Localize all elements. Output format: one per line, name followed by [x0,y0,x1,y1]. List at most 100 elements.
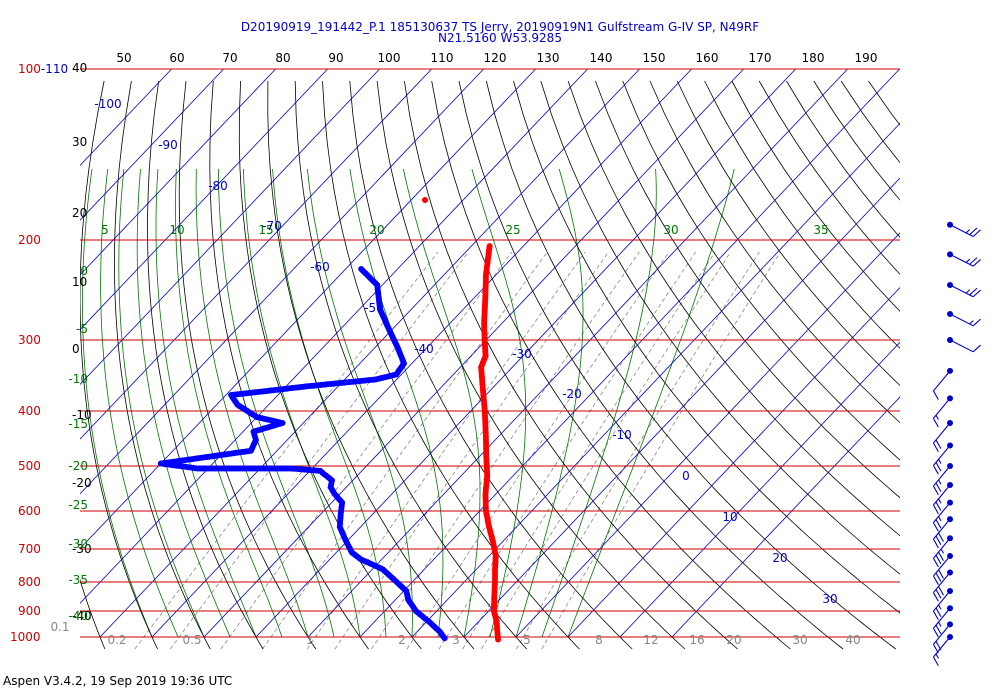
wind-barb-flag [932,390,939,400]
moist-adiabat-label-top: 5 [101,223,109,237]
isotherm-line [515,232,900,638]
isotherm-label: 0 [682,469,690,483]
wind-barb-flag [935,589,942,599]
wind-barb-flag [932,592,939,602]
mixing-ratio-line [406,251,670,650]
wind-barb-staff [933,518,951,540]
dry-adiabat-line [704,80,900,349]
moist-adiabat-label-left: -25 [68,498,88,512]
isotherm-line [99,68,640,638]
mixing-ratio-label: 30 [792,633,807,647]
moist-adiabat-line [567,168,735,638]
temperature-point [422,197,428,203]
pressure-label: 400 [18,404,41,418]
isotherm-label: -30 [512,347,532,361]
wind-barb-flag [935,572,942,582]
moist-adiabat-line [155,168,257,638]
wind-barbs [932,221,981,666]
wind-barb-flag [932,442,939,453]
isotherm-line [80,68,172,167]
isotherm-label: -90 [158,138,178,152]
mixing-ratio-label: 12 [643,633,658,647]
isotherm-line [619,341,900,638]
dry-adiabat-line [431,80,791,650]
wind-barb-staff [933,484,951,506]
wind-barb-flag [969,287,978,296]
height-label: 20 [72,206,87,220]
wind-barb-flag [932,557,939,568]
wind-barb [932,463,953,496]
height-label: -10 [72,408,92,422]
top-tick-label: 140 [590,51,613,65]
wind-barb [932,569,953,602]
mixing-ratio-label: 40 [845,633,860,647]
moist-adiabat-label-top: 35 [813,223,828,237]
moist-adiabat-label-left: -10 [68,372,88,386]
wind-barb-staff [933,397,951,419]
mixing-ratio-label: 1 [306,633,314,647]
wind-barb-flag [932,610,939,621]
top-tick-label: 90 [328,51,343,65]
dry-adiabat-line [404,80,738,650]
wind-barb-flag [969,320,974,325]
top-tick-label: 160 [696,51,719,65]
dry-adiabat-line [513,80,900,614]
wind-barb-staff [933,572,951,593]
dry-adiabat-line [376,80,686,650]
isotherm-label: -60 [310,260,330,274]
wind-barb-flag [972,229,981,237]
software-footer: Aspen V3.4.2, 19 Sep 2019 19:36 UTC [3,674,233,688]
top-tick-label: 110 [431,51,454,65]
temperature-profile [422,197,502,643]
dry-adiabat-line [178,80,317,650]
isotherm-label: -20 [562,387,582,401]
moist-adiabat-label-top: 25 [505,223,520,237]
wind-barb [947,221,981,238]
dry-adiabat-line [349,80,633,650]
mixing-ratio-label: 0.5 [182,633,201,647]
wind-barb-flag [965,258,971,263]
wind-barb-flag [935,439,942,449]
moist-adiabat-line [403,168,481,638]
wind-barb-flag [972,289,981,298]
pressure-label: 1000 [10,630,41,644]
top-tick-label: 70 [222,51,237,65]
wind-barb-flag [938,516,942,522]
moist-adiabat-line [118,168,205,638]
wind-barb-flag [935,519,942,529]
mixing-ratio-label: 8 [595,633,603,647]
moist-adiabat-line [195,168,309,638]
wind-barb-flag [935,462,942,472]
wind-barb-staff [949,253,974,267]
isotherms [80,68,900,638]
isotherm-label: 20 [772,551,787,565]
top-tick-label: 60 [169,51,184,65]
isotherm-label: 10 [722,510,737,524]
wind-barb [932,588,953,621]
mixing-ratio-line [462,251,716,650]
isotherm-label: -100 [94,97,121,111]
isobars [80,68,900,638]
wind-barb-staff [933,607,951,629]
mixing-ratio-line [306,251,586,650]
wind-barb [932,634,953,666]
wind-barb-staff [933,422,951,444]
isotherm-line [80,68,224,221]
mixing-ratio-label: 3 [452,633,460,647]
moist-adiabat-label-top: 15 [258,223,273,237]
wind-barb-flag [932,522,939,532]
top-tick-label: 130 [537,51,560,65]
wind-barb-flag [932,575,939,585]
wind-barb-flag [938,621,942,627]
pressure-label: 200 [18,233,41,247]
wind-barb-staff [933,537,951,559]
wind-barb-staff [933,590,951,612]
mixing-ratio-label: 20 [726,633,741,647]
pressure-label: 600 [18,504,41,518]
wind-barb-flag [940,548,945,554]
wind-barb-flag [938,569,944,579]
mixing-ratio-line [169,251,469,650]
isotherm-line [671,396,900,638]
wind-barb-staff [933,465,951,487]
mixing-ratio-line [438,251,696,650]
